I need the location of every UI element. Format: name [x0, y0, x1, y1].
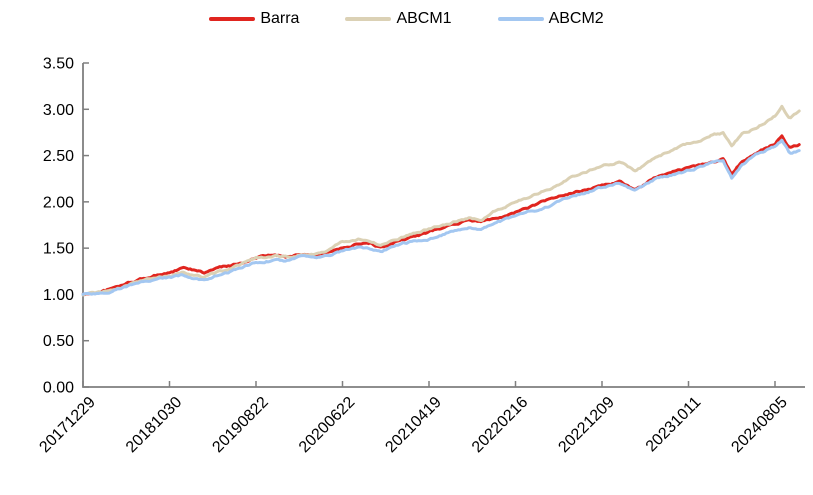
y-axis-label: 2.50 — [43, 148, 74, 165]
x-axis-label: 20240805 — [728, 394, 790, 456]
legend-item-barra: Barra — [209, 11, 299, 27]
series-line-barra — [81, 134, 801, 297]
y-axis-label: 1.50 — [43, 241, 74, 258]
chart-legend: Barra ABCM1 ABCM2 — [0, 8, 813, 30]
legend-label-barra: Barra — [260, 10, 300, 27]
legend-item-abcm2: ABCM2 — [497, 10, 604, 27]
x-axis-label: 20231011 — [643, 394, 705, 456]
y-axis-label: 2.00 — [43, 194, 74, 211]
legend-line-swatch-barra — [209, 17, 256, 21]
y-axis-label: 0.00 — [43, 380, 74, 397]
legend-line-swatch-abcm2 — [497, 17, 544, 21]
legend-item-abcm1: ABCM1 — [345, 10, 452, 27]
x-axis-label: 20221209 — [555, 394, 617, 456]
x-axis-label: 20171229 — [36, 394, 98, 456]
y-axis-label: 1.00 — [43, 287, 74, 304]
x-axis-label: 20181030 — [123, 394, 185, 456]
legend-label-abcm2: ABCM2 — [548, 10, 604, 27]
legend-label-abcm1: ABCM1 — [396, 10, 452, 27]
series-line-abcm2 — [81, 138, 801, 296]
x-axis-label: 20210419 — [382, 394, 444, 456]
legend-line-swatch-abcm1 — [345, 17, 392, 21]
x-axis-label: 20220216 — [469, 394, 531, 456]
y-axis-label: 3.00 — [43, 102, 74, 119]
y-axis-label: 0.50 — [43, 333, 74, 350]
x-axis-label: 20200622 — [296, 394, 358, 456]
x-axis-label: 20190822 — [209, 394, 271, 456]
y-axis-label: 3.50 — [43, 56, 74, 73]
series-line-abcm1 — [81, 104, 801, 297]
